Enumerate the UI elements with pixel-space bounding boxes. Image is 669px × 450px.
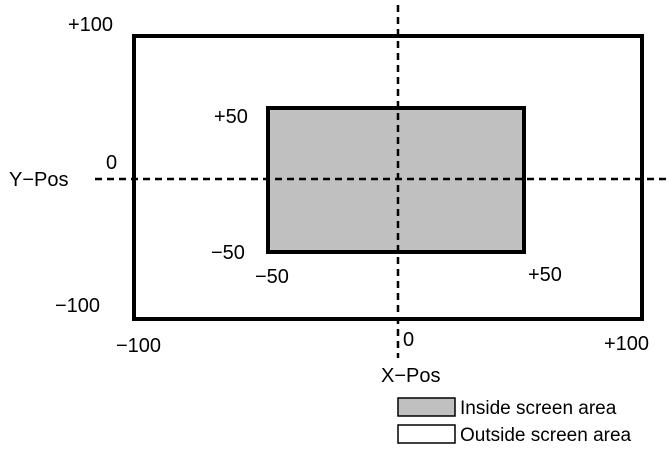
- inner-top-label: +50: [214, 106, 248, 128]
- inner-bottom-label: −50: [211, 242, 245, 264]
- outer-right-label: +100: [604, 333, 649, 355]
- outer-top-label: +100: [68, 14, 113, 36]
- legend-outside-label: Outside screen area: [460, 425, 632, 446]
- outer-left-label: −100: [116, 335, 161, 357]
- legend-outside-swatch: [397, 424, 456, 444]
- legend-inside-swatch: [397, 397, 456, 417]
- inner-left-label: −50: [255, 266, 289, 288]
- y-axis-title: Y−Pos: [9, 169, 68, 191]
- outer-bottom-label: −100: [55, 295, 100, 317]
- inner-right-label: +50: [528, 264, 562, 286]
- y-zero-label: 0: [106, 152, 117, 174]
- x-zero-label: 0: [403, 329, 414, 351]
- legend-inside-label: Inside screen area: [460, 398, 617, 419]
- legend: Inside screen area Outside screen area: [397, 397, 632, 446]
- x-axis-title: X−Pos: [381, 365, 440, 387]
